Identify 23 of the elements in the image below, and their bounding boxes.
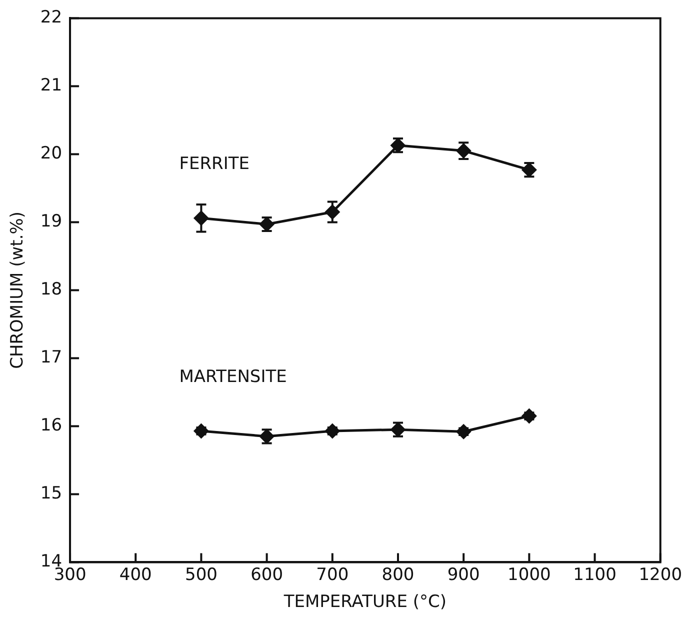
y-tick-label: 22 — [40, 8, 62, 28]
y-tick-label: 17 — [40, 348, 62, 368]
x-tick-label: 700 — [316, 564, 349, 585]
x-tick-label: 600 — [250, 564, 284, 585]
y-axis-title: CHROMIUM (wt.%) — [8, 211, 28, 369]
x-tick-label: 1100 — [573, 564, 616, 585]
x-tick-label: 400 — [119, 564, 152, 585]
y-tick-label: 21 — [40, 76, 62, 96]
y-tick-label: 19 — [40, 212, 62, 232]
x-tick-label: 500 — [184, 564, 218, 585]
y-tick-label: 18 — [40, 280, 62, 300]
text: FERRITE — [179, 154, 250, 174]
y-tick-label: 16 — [40, 416, 62, 436]
x-tick-label: 1000 — [508, 564, 551, 585]
y-tick-label: 20 — [40, 144, 62, 164]
point — [456, 424, 471, 439]
point — [325, 424, 340, 438]
x-axis-title: TEMPERATURE (°C) — [282, 592, 447, 612]
y-tick-label: 15 — [40, 484, 62, 504]
x-tick-label: 1200 — [638, 564, 682, 585]
x-tick-label: 900 — [447, 564, 480, 585]
x-tick-label: 800 — [382, 564, 414, 585]
text: MARTENSITE — [179, 366, 287, 387]
